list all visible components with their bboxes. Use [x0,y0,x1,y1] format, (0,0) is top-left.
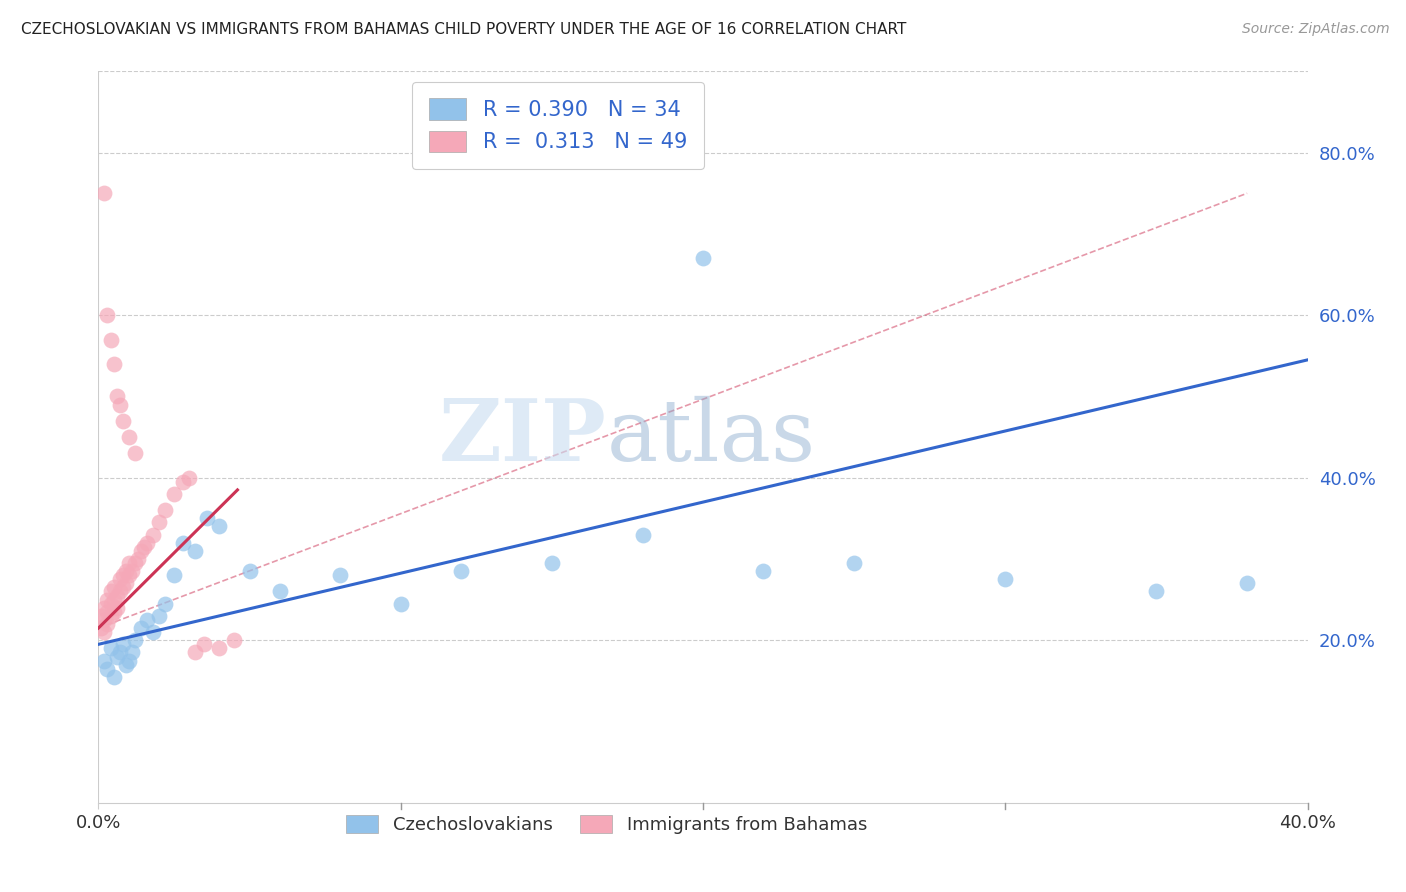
Point [93,625,115,640]
Point [132,540,155,554]
Point [269,584,291,599]
Point [96,662,118,676]
Point [93,186,115,201]
Point [184,645,207,659]
Point [195,511,218,525]
Point [121,564,143,578]
Point [450,564,472,578]
Point [108,645,131,659]
Point [163,568,186,582]
Point [118,556,141,570]
Point [108,398,131,412]
Point [96,605,118,619]
Point [103,592,125,607]
Point [135,613,157,627]
Point [692,252,714,266]
Point [111,414,134,428]
Point [129,544,152,558]
Point [100,333,122,347]
Point [329,568,352,582]
Point [111,568,134,582]
Point [208,519,231,533]
Point [148,516,170,530]
Point [135,535,157,549]
Point [103,670,125,684]
Point [172,475,194,489]
Point [163,487,186,501]
Point [118,568,141,582]
Point [105,600,128,615]
Point [90,608,112,623]
Point [124,633,146,648]
Point [100,641,122,656]
Point [124,556,146,570]
Point [96,617,118,632]
Point [100,584,122,599]
Point [129,621,152,635]
Point [118,654,141,668]
Point [540,556,562,570]
Point [208,641,231,656]
Text: Source: ZipAtlas.com: Source: ZipAtlas.com [1241,22,1389,37]
Point [96,308,118,322]
Point [153,597,176,611]
Point [93,600,115,615]
Point [193,637,215,651]
Point [114,576,136,591]
Point [184,544,207,558]
Point [105,389,128,403]
Point [148,608,170,623]
Point [111,637,134,651]
Point [844,556,866,570]
Text: CZECHOSLOVAKIAN VS IMMIGRANTS FROM BAHAMAS CHILD POVERTY UNDER THE AGE OF 16 COR: CZECHOSLOVAKIAN VS IMMIGRANTS FROM BAHAM… [21,22,907,37]
Point [103,605,125,619]
Point [121,645,143,659]
Point [179,471,201,485]
Point [124,446,146,460]
Point [103,581,125,595]
Point [103,357,125,371]
Point [93,613,115,627]
Point [239,564,262,578]
Point [111,581,134,595]
Text: ZIP: ZIP [439,395,606,479]
Point [224,633,246,648]
Point [127,552,149,566]
Point [105,649,128,664]
Point [108,572,131,586]
Point [172,535,194,549]
Text: atlas: atlas [606,395,815,479]
Point [631,527,654,541]
Point [114,564,136,578]
Point [994,572,1017,586]
Point [153,503,176,517]
Point [1236,576,1258,591]
Point [1144,584,1167,599]
Point [100,597,122,611]
Point [142,625,165,640]
Point [90,621,112,635]
Point [105,589,128,603]
Point [96,592,118,607]
Point [93,654,115,668]
Legend: Czechoslovakians, Immigrants from Bahamas: Czechoslovakians, Immigrants from Bahama… [332,800,882,848]
Point [108,584,131,599]
Point [389,597,412,611]
Point [752,564,775,578]
Point [118,430,141,444]
Point [114,657,136,672]
Point [142,527,165,541]
Point [100,608,122,623]
